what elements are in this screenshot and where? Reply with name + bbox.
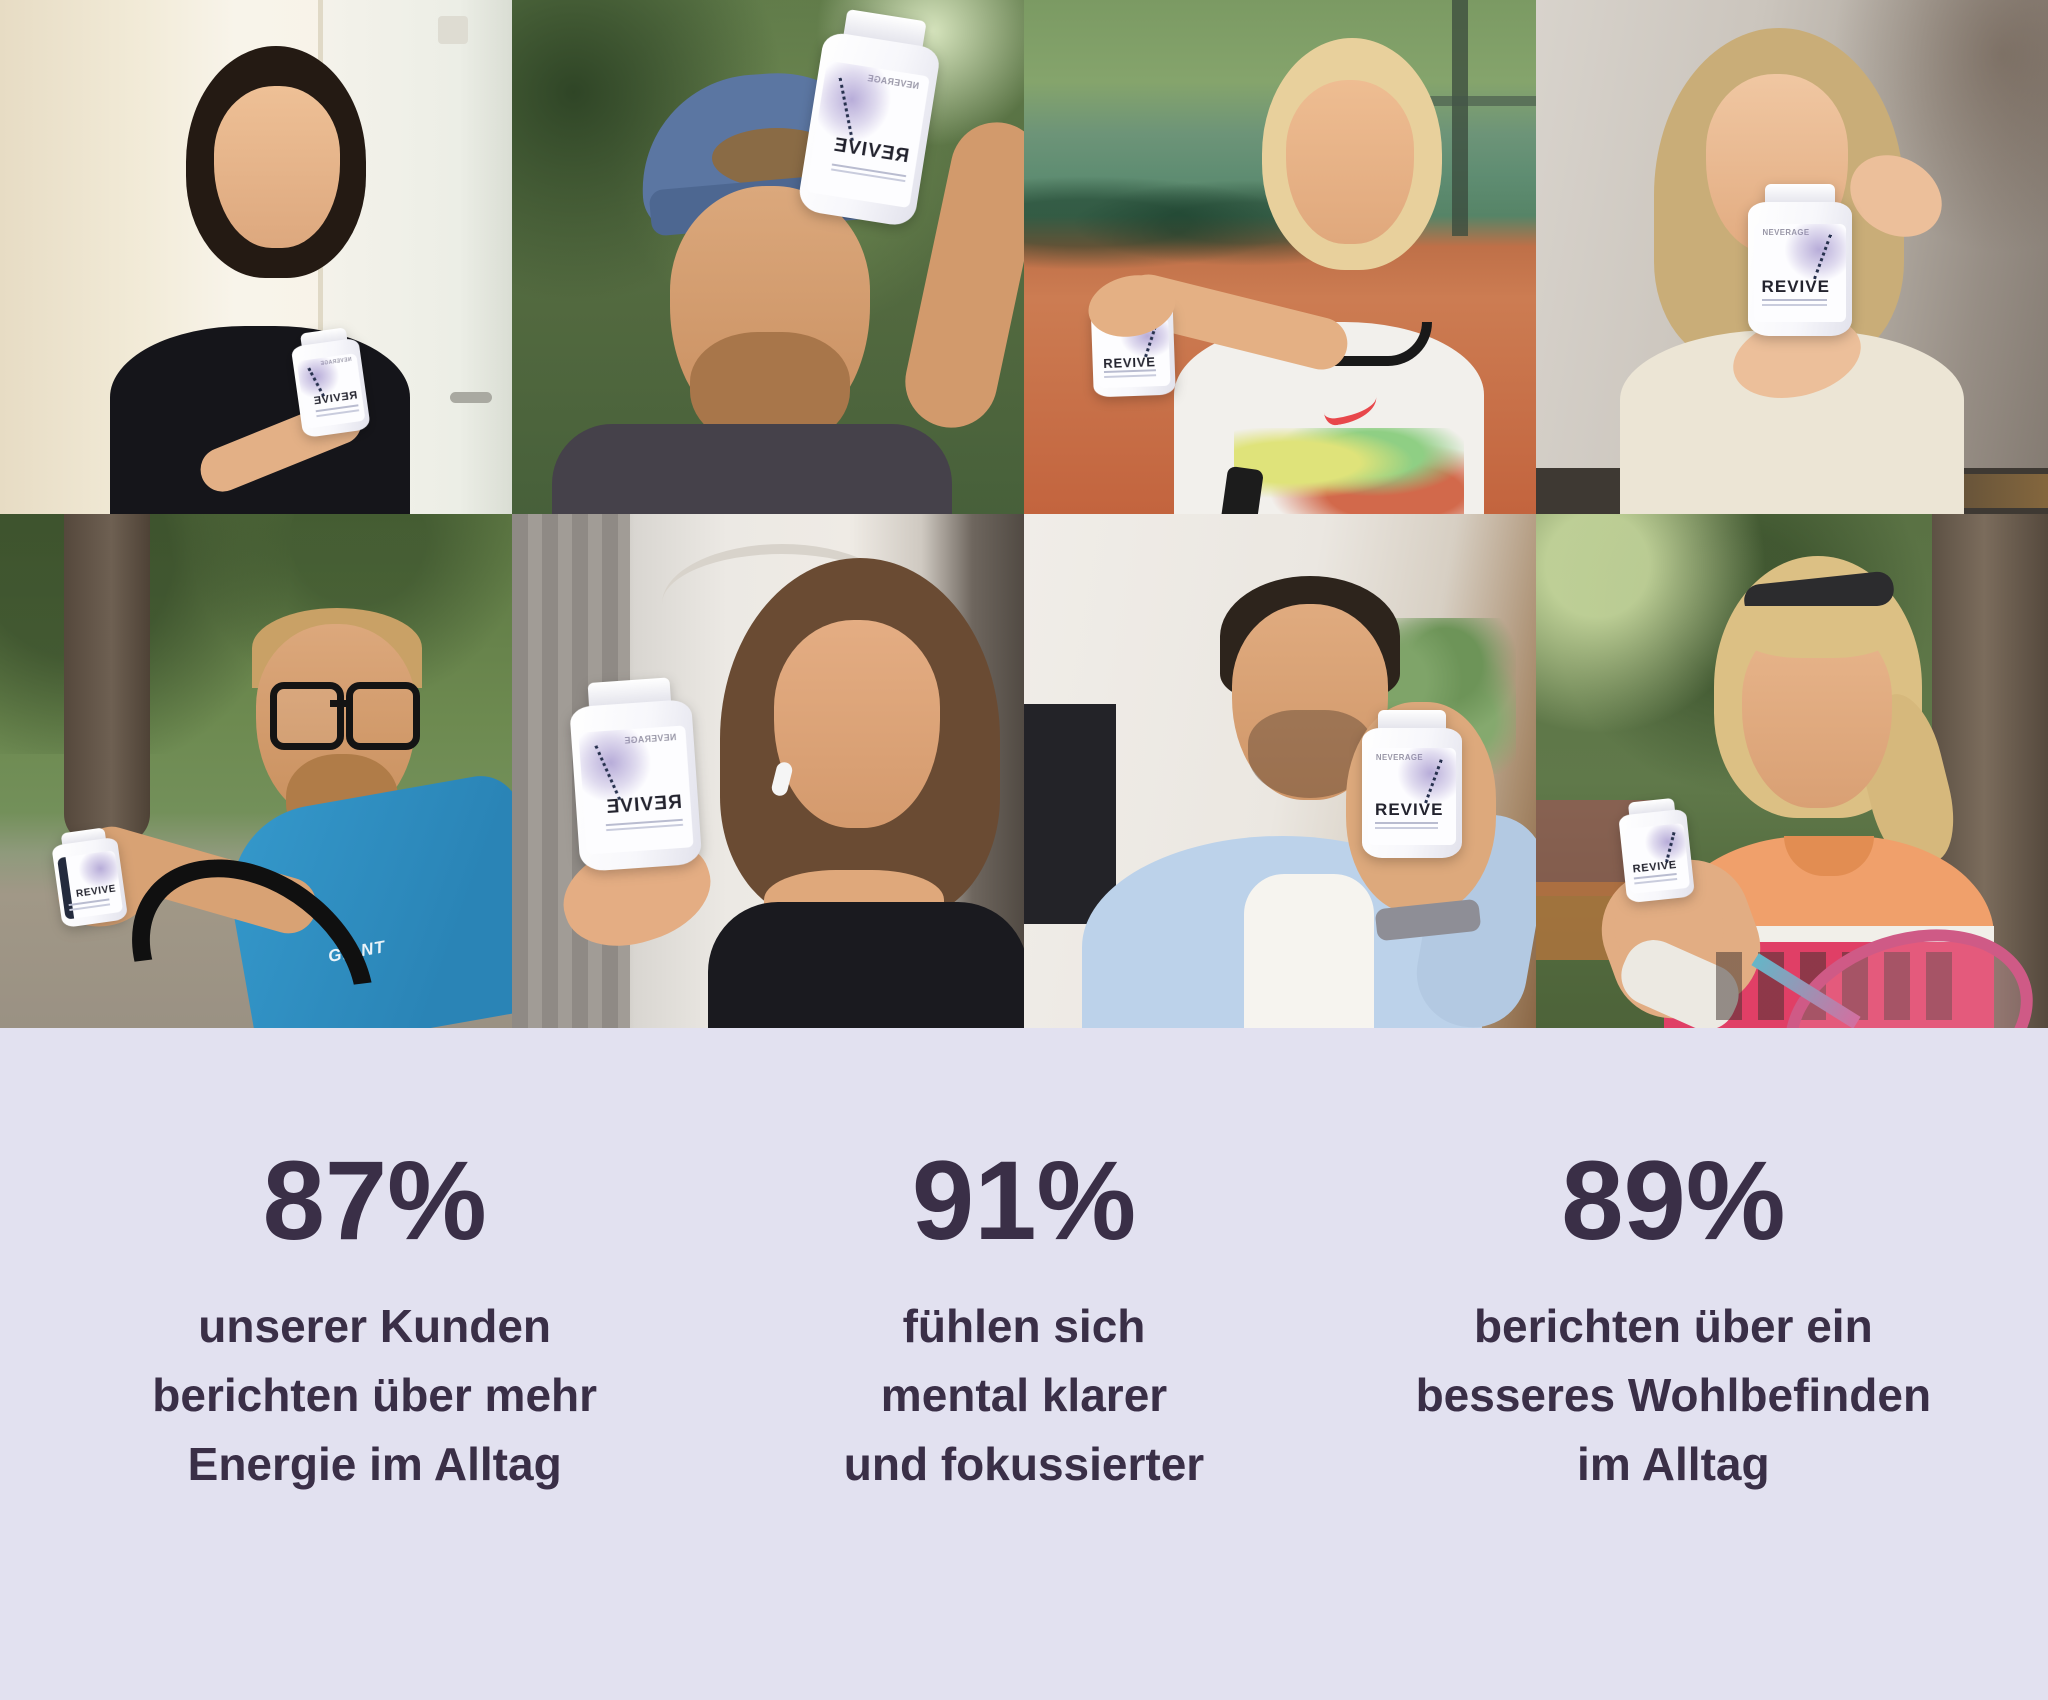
label-fine-print: [831, 163, 906, 178]
testimonial-photo-7: NEVERAGE REVIVE: [1024, 514, 1536, 1028]
stat-description: unserer Kunden berichten über mehr Energ…: [152, 1299, 598, 1490]
wardrobe-arch: [662, 544, 902, 664]
label-fine-print: [606, 818, 684, 826]
glasses-bridge: [330, 700, 348, 707]
label-fine-print: [1103, 369, 1156, 374]
stat-description: berichten über ein besseres Wohlbefinden…: [1415, 1299, 1932, 1490]
product-bottle: NEVERAGE REVIVE: [289, 326, 371, 439]
stat-value: 89%: [1561, 1138, 1786, 1263]
stat-energy: 87% unserer Kunden berichten über mehr E…: [50, 1142, 699, 1700]
bottle-label: REVIVE: [57, 850, 124, 920]
bottle-label: NEVERAGE REVIVE: [296, 353, 366, 429]
label-fine-print: [68, 898, 110, 907]
racket-grip: [1220, 465, 1264, 514]
label-fine-print: [1375, 821, 1439, 824]
testimonial-photo-8: REVIVE: [1536, 514, 2048, 1028]
person-torso: [708, 902, 1024, 1028]
product-name-text: REVIVE: [1375, 800, 1444, 820]
person-torso: [552, 424, 952, 514]
bottle-label: NEVERAGE REVIVE: [806, 60, 931, 209]
product-name-text: REVIVE: [605, 791, 683, 819]
fence-rail: [1354, 96, 1536, 106]
testimonial-photo-1: NEVERAGE REVIVE: [0, 0, 512, 514]
person-face: [774, 620, 940, 828]
testimonial-photo-3: NEVERAGE REVIVE: [1024, 0, 1536, 514]
person-face: [1286, 80, 1414, 244]
product-name-text: REVIVE: [1761, 276, 1831, 296]
testimonial-photo-5: GIANT REVIVE: [0, 514, 512, 1028]
testimonial-photo-4: NEVERAGE REVIVE: [1536, 0, 2048, 514]
bottle-cap: [1764, 184, 1836, 207]
glasses-right-lens: [346, 682, 420, 750]
bottle-cap: [1378, 710, 1446, 733]
testimonial-photo-2: NEVERAGE REVIVE: [512, 0, 1024, 514]
dna-watercolor-graphic: [1785, 223, 1846, 281]
person-tshirt: [1244, 874, 1374, 1028]
person-face: [214, 86, 340, 248]
door-handle: [450, 392, 492, 403]
stat-value: 87%: [262, 1138, 487, 1263]
glasses-left-lens: [270, 682, 344, 750]
fence-post: [1452, 0, 1468, 236]
stats-banner: 87% unserer Kunden berichten über mehr E…: [0, 1028, 2048, 1700]
person-bangs: [1742, 606, 1892, 658]
dna-watercolor-graphic: [1397, 748, 1456, 805]
product-bottle: NEVERAGE REVIVE: [1362, 710, 1462, 858]
tv-screen: [1024, 704, 1116, 924]
label-fine-print: [1761, 298, 1828, 301]
testimonial-photo-grid: NEVERAGE REVIVE NEVERAGE: [0, 0, 2048, 1028]
product-name-text: REVIVE: [831, 134, 911, 168]
product-bottle: NEVERAGE REVIVE: [568, 676, 703, 873]
stat-mental-clarity: 91% fühlen sich mental klarer und fokuss…: [699, 1142, 1348, 1700]
product-name-text: REVIVE: [1103, 354, 1156, 372]
tree-trunk: [64, 514, 150, 844]
stat-value: 91%: [911, 1138, 1137, 1263]
bottle-label: NEVERAGE REVIVE: [578, 725, 694, 855]
testimonial-photo-6: NEVERAGE REVIVE: [512, 514, 1024, 1028]
product-bottle: NEVERAGE REVIVE: [1748, 184, 1852, 336]
bottle-label: REVIVE: [1623, 823, 1691, 894]
bottle-label: NEVERAGE REVIVE: [1368, 748, 1456, 845]
product-bottle: REVIVE: [50, 826, 129, 929]
stat-description: fühlen sich mental klarer und fokussiert…: [843, 1299, 1205, 1490]
bottle-label: NEVERAGE REVIVE: [1754, 223, 1846, 323]
door-hinge: [438, 16, 468, 44]
shirt-graphic: [1234, 428, 1464, 514]
stat-wellbeing: 89% berichten über ein besseres Wohlbefi…: [1349, 1142, 1998, 1700]
product-bottle: REVIVE: [1617, 797, 1696, 904]
